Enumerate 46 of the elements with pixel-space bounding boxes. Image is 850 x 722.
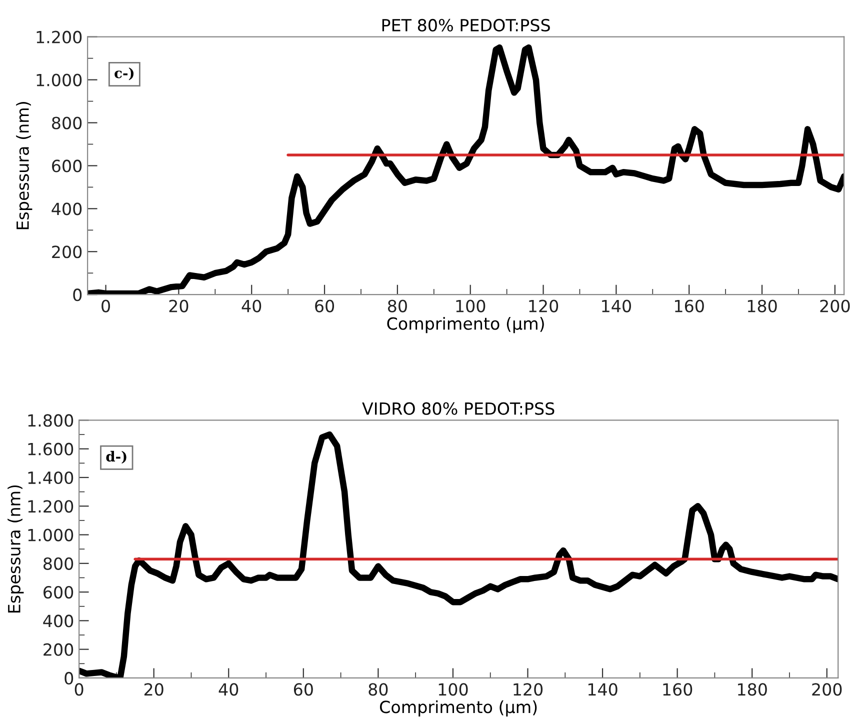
x-tick-label: 40 [218,683,238,696]
y-tick-label: 400 [43,614,74,628]
y-tick-label: 1.000 [28,528,74,542]
x-tick-label: 20 [144,683,164,696]
y-tick-label: 1.600 [28,442,74,456]
x-tick-label: 120 [529,300,558,312]
y-tick-label: 1.400 [28,471,74,484]
annotation: c-) [114,68,134,80]
y-tick-label: 1.200 [36,30,82,44]
x-tick-label: 140 [602,300,631,312]
x-tick-label: 100 [438,683,468,696]
x-tick-label: 140 [588,683,618,696]
y-tick-label: 0 [64,672,74,685]
y-tick-label: 800 [44,557,74,570]
y-axis-title: Espessura (nm) [16,102,32,230]
x-tick-label: 180 [738,683,767,696]
y-tick-label: 0 [73,288,82,302]
y-tick-label: 200 [52,246,82,258]
x-tick-label: 160 [675,300,704,312]
x-tick-label: 160 [663,683,692,696]
y-tick-label: 600 [44,586,74,599]
chart-title: VIDRO 80% PEDOT:PSS [362,402,554,415]
x-tick-label: 200 [812,683,842,696]
y-tick-label: 800 [52,116,82,130]
chart-title: PET 80% PEDOT:PSS [382,18,550,32]
x-tick-label: 20 [169,300,188,312]
y-tick-label: 200 [44,643,74,656]
y-tick-label: 1.800 [28,414,74,427]
y-tick-label: 1.200 [28,500,74,513]
x-axis-title: Comprimento (μm) [380,700,537,716]
annotation: d-) [106,450,126,464]
y-axis-title: Espessura (nm) [8,485,24,613]
x-tick-label: 180 [748,300,777,312]
x-tick-label: 60 [294,683,313,696]
x-tick-label: 0 [102,300,110,312]
x-tick-label: 80 [388,300,407,312]
x-tick-label: 60 [315,300,334,312]
x-tick-label: 100 [456,300,486,312]
y-tick-label: 1.000 [36,74,82,86]
x-tick-label: 80 [368,683,388,696]
y-tick-label: 600 [52,160,82,172]
y-tick-label: 400 [52,202,82,216]
x-axis-title: Comprimento (μm) [387,316,544,334]
x-tick-label: 120 [514,683,543,696]
x-tick-label: 40 [242,300,262,312]
x-tick-label: 200 [820,300,850,312]
